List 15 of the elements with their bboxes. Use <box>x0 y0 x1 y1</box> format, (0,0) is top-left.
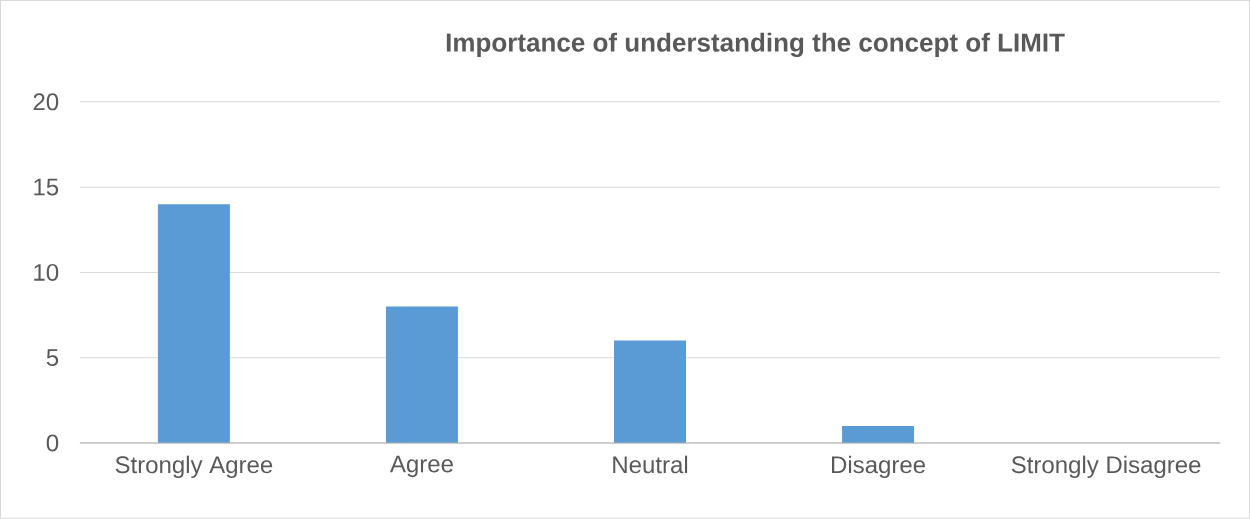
bar <box>385 306 458 444</box>
x-tick-label: Agree <box>389 455 453 478</box>
x-tick-label: Neutral <box>613 455 688 474</box>
x-tick-label: Strongly Agree <box>115 455 273 479</box>
chart-title: Importance of understanding the concept of LIMIT <box>446 32 1065 58</box>
bar <box>614 340 687 444</box>
y-tick-label: 10 <box>34 263 59 281</box>
y-tick-label: 20 <box>33 93 59 111</box>
y-tick-label: 0 <box>46 434 59 452</box>
x-tick-label: Disagree <box>832 455 926 479</box>
bar <box>157 204 230 444</box>
x-tick-label: Strongly Disagree <box>1011 455 1201 479</box>
y-tick-label: 5 <box>46 349 59 367</box>
bar <box>842 425 915 444</box>
y-tick-label: 15 <box>34 178 59 196</box>
